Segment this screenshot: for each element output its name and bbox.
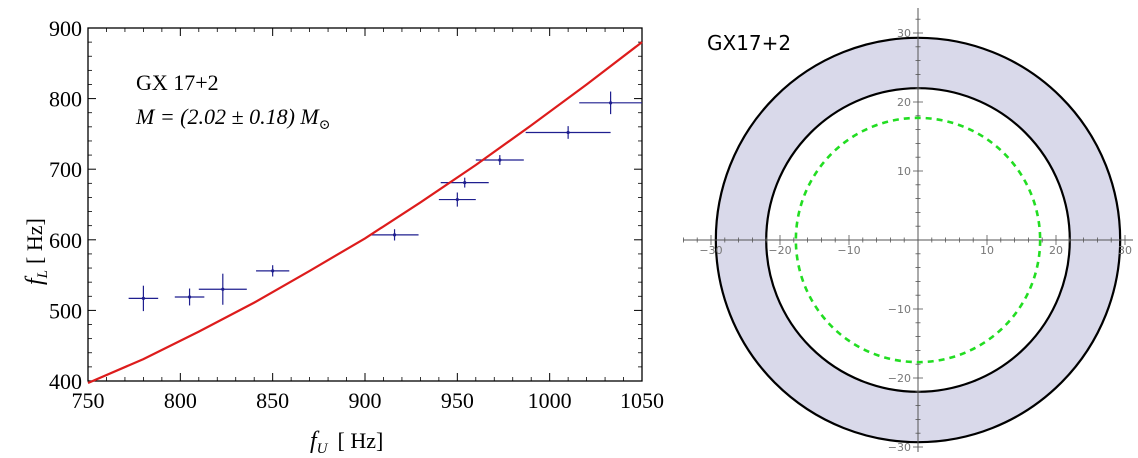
x-tick-label: 1000	[528, 388, 572, 413]
data-point	[141, 296, 145, 300]
y-tick-label: 600	[49, 228, 82, 253]
data-point	[498, 158, 502, 162]
x-tick-label: 20	[1049, 244, 1063, 257]
y-axis-label: fL[ Hz]	[22, 218, 51, 285]
data-point	[392, 233, 397, 237]
y-tick-label: 30	[897, 27, 911, 40]
right-axes: −30 −20 −10 10 20 30 −30 −20 −10 10 20 30	[683, 8, 1133, 454]
errorbar-point	[438, 192, 476, 207]
x-tick-label: −20	[768, 244, 791, 257]
errorbar-point	[370, 229, 419, 241]
y-tick-label: −10	[888, 303, 911, 316]
data-point	[455, 197, 459, 202]
y-tick-label: 500	[49, 298, 82, 323]
y-tick-label: −30	[888, 441, 911, 454]
errorbar-point	[579, 91, 642, 115]
x-tick-label: 1050	[620, 388, 664, 413]
left-axis-ticks: 750 800 850 900 950 1000 1050 400 500 600 700 800 90…	[49, 16, 664, 413]
annotation-mass-label: M = (2.02 ± 0.18) M⊙	[135, 104, 330, 133]
x-tick-label: 900	[349, 388, 382, 413]
errorbar-point	[256, 265, 290, 277]
right-plot-title: GX17+2	[707, 31, 791, 55]
x-tick-label: 750	[72, 388, 105, 413]
y-tick-label: 800	[49, 87, 82, 112]
y-tick-label: 400	[49, 369, 82, 394]
data-point	[463, 181, 467, 185]
errorbar-point	[198, 273, 247, 305]
sun-symbol: ⊙	[319, 118, 331, 133]
x-tick-label: −10	[837, 244, 860, 257]
x-axis-label: fU[ Hz]	[310, 428, 383, 457]
model-curve	[87, 41, 643, 385]
x-tick-label: 950	[441, 388, 474, 413]
y-tick-label: 10	[897, 165, 911, 178]
y-tick-label: 900	[49, 16, 82, 41]
x-tick-label: 850	[256, 388, 289, 413]
y-tick-label: 20	[897, 96, 911, 109]
errorbar-point	[128, 285, 159, 312]
left-errorbar-series	[128, 91, 642, 312]
errorbar-point	[174, 288, 205, 306]
errorbar-point	[525, 126, 611, 139]
data-point	[271, 269, 275, 273]
data-point	[187, 295, 192, 299]
data-point	[566, 130, 570, 135]
right-plot: −30 −20 −10 10 20 30 −30 −20 −10 10 20 30 GX17+2	[683, 8, 1133, 454]
left-plot: 750 800 850 900 950 1000 1050 400 500 600 700 800 90…	[22, 16, 664, 457]
x-tick-label: 10	[980, 244, 994, 257]
data-point	[609, 101, 613, 105]
x-tick-label: −30	[699, 244, 722, 257]
x-tick-label: 800	[164, 388, 197, 413]
data-point	[221, 287, 225, 291]
y-tick-label: 700	[49, 157, 82, 182]
dashed-green-circle	[794, 116, 1042, 364]
x-tick-label: 30	[1118, 244, 1132, 257]
y-tick-label: −20	[888, 372, 911, 385]
annotation-source-label: GX 17+2	[136, 70, 219, 95]
